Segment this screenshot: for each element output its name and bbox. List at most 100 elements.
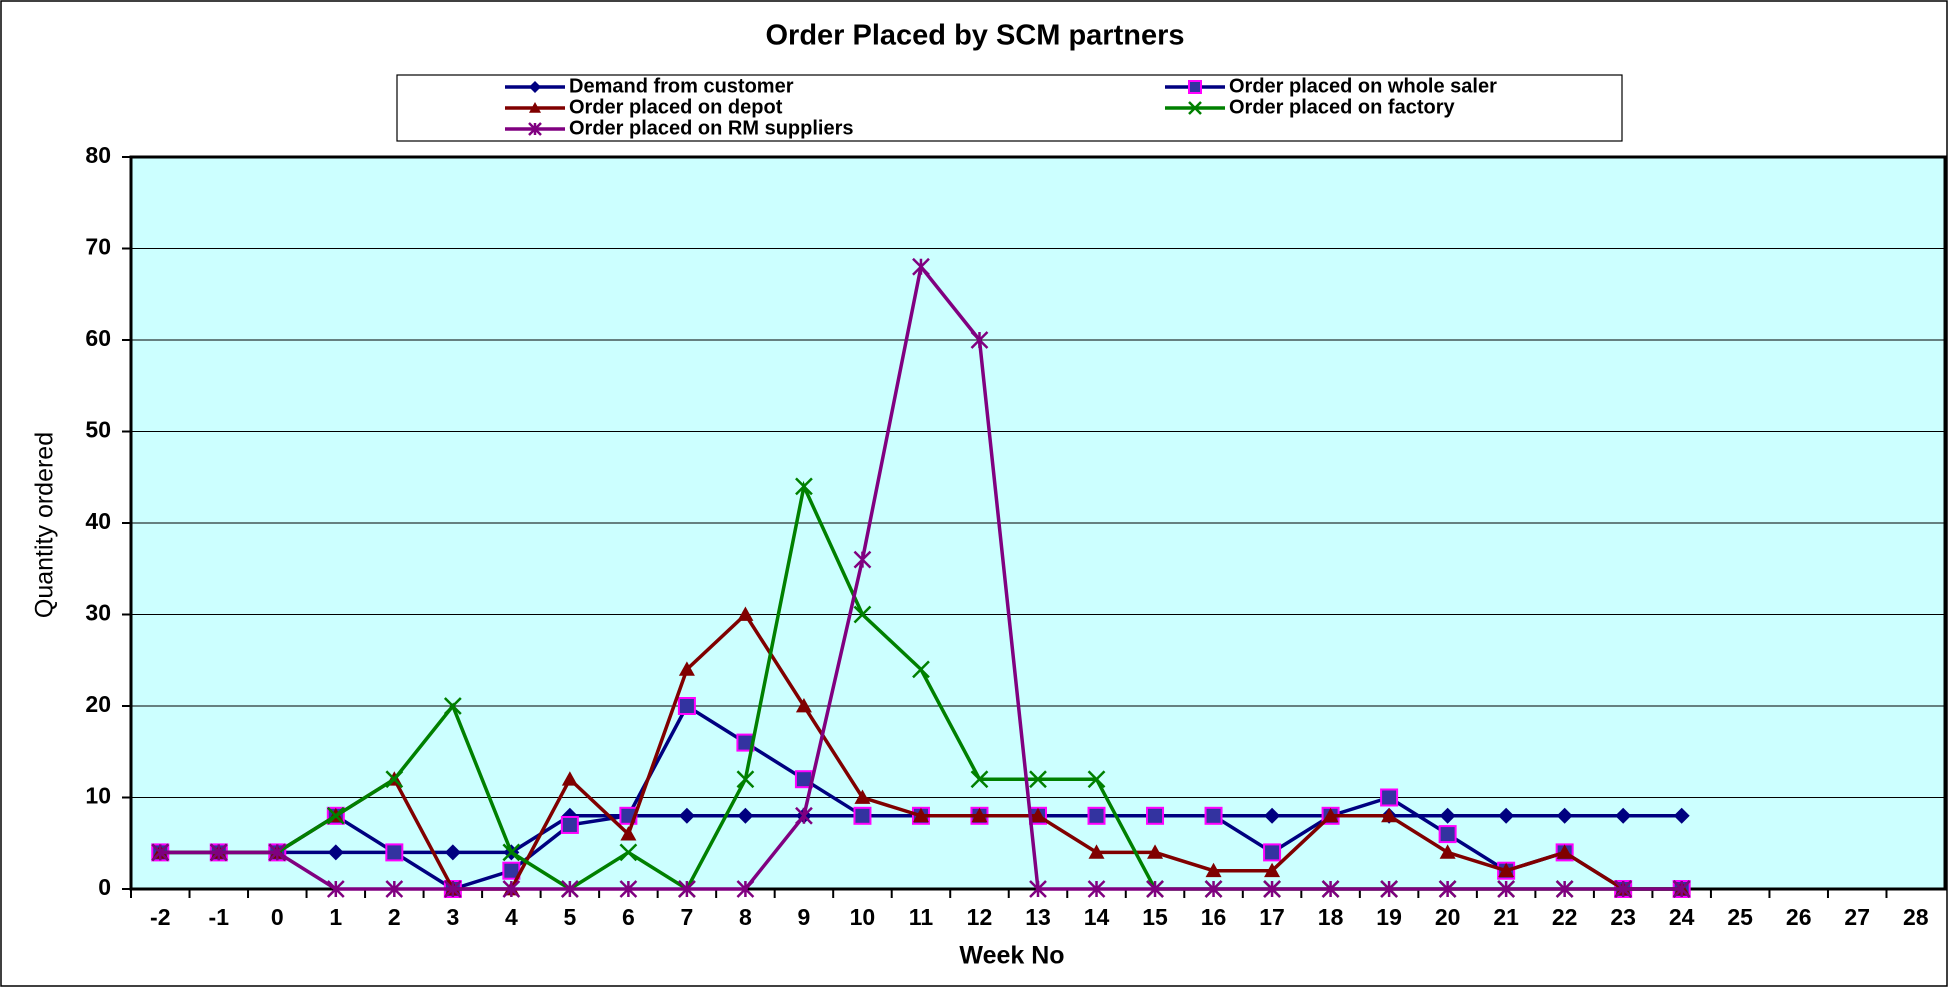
marker — [678, 807, 695, 824]
marker — [268, 843, 287, 862]
marker — [1146, 806, 1165, 825]
marker — [1498, 862, 1515, 878]
marker — [151, 843, 170, 862]
marker — [1029, 770, 1047, 789]
x-tick-label: 14 — [1084, 904, 1110, 930]
marker — [1614, 880, 1633, 898]
y-axis-label: Quantity ordered — [31, 432, 59, 618]
marker — [736, 880, 755, 898]
y-tick-label: 20 — [85, 691, 111, 717]
marker — [561, 771, 578, 786]
marker — [1556, 844, 1573, 859]
marker — [795, 698, 812, 713]
marker — [1147, 844, 1164, 859]
marker — [1030, 807, 1046, 823]
marker — [1087, 806, 1106, 825]
marker — [528, 122, 542, 136]
x-tick-label: 9 — [798, 904, 811, 930]
marker — [1087, 880, 1106, 898]
marker — [327, 844, 344, 861]
x-tick-label: 28 — [1903, 904, 1929, 930]
marker — [1322, 807, 1339, 823]
marker — [795, 806, 813, 825]
marker — [912, 257, 930, 276]
marker — [1381, 807, 1398, 823]
x-tick-label: 17 — [1259, 904, 1285, 930]
marker — [677, 697, 696, 715]
marker — [1188, 80, 1202, 94]
x-tick-label: 22 — [1552, 904, 1578, 930]
marker — [1205, 862, 1222, 878]
marker — [1498, 807, 1515, 824]
marker — [385, 880, 404, 898]
chart-title: Order Placed by SCM partners — [765, 20, 1184, 52]
marker — [1321, 880, 1340, 898]
marker — [529, 81, 541, 93]
x-tick-label: 11 — [909, 904, 934, 930]
x-tick-label: 1 — [329, 904, 342, 930]
marker — [1555, 880, 1574, 898]
x-tick-label: 15 — [1142, 904, 1168, 930]
legend — [396, 74, 1623, 142]
marker — [971, 807, 988, 823]
marker — [502, 880, 521, 898]
y-tick-label: 30 — [85, 600, 111, 626]
y-tick-label: 40 — [85, 508, 111, 534]
marker — [385, 770, 404, 789]
x-tick-label: 5 — [563, 904, 576, 930]
marker — [560, 815, 579, 834]
x-tick-label: 18 — [1318, 904, 1344, 930]
marker — [1380, 880, 1398, 898]
marker — [620, 826, 637, 841]
marker — [678, 880, 696, 898]
marker — [1146, 880, 1164, 898]
x-tick-label: 6 — [622, 904, 635, 930]
marker — [1088, 844, 1105, 859]
x-tick-label: -1 — [209, 904, 230, 930]
marker — [912, 660, 930, 679]
marker — [619, 843, 638, 862]
x-tick-label: 25 — [1727, 904, 1753, 930]
marker — [1556, 807, 1573, 824]
marker — [1087, 770, 1106, 789]
y-tick-label: 10 — [85, 783, 111, 809]
marker — [970, 770, 989, 789]
marker — [795, 477, 813, 496]
marker — [853, 806, 872, 825]
marker — [1673, 807, 1690, 824]
x-tick-label: -2 — [150, 904, 170, 930]
marker — [326, 806, 345, 825]
marker — [678, 661, 695, 676]
x-tick-label: 13 — [1025, 904, 1051, 930]
marker — [1204, 880, 1223, 898]
x-tick-label: 2 — [388, 904, 401, 930]
y-tick-label: 80 — [85, 142, 111, 168]
marker — [1672, 880, 1691, 898]
marker — [326, 880, 345, 898]
x-tick-label: 20 — [1435, 904, 1461, 930]
marker — [443, 697, 462, 715]
marker — [1264, 807, 1281, 824]
legend-label: Order placed on whole saler — [1229, 75, 1497, 97]
marker — [619, 880, 638, 898]
marker — [854, 789, 871, 804]
x-tick-label: 19 — [1376, 904, 1402, 930]
marker — [1439, 844, 1456, 859]
y-tick-label: 50 — [85, 417, 111, 443]
marker — [1497, 880, 1516, 898]
x-tick-label: 7 — [681, 904, 694, 930]
marker — [385, 843, 404, 862]
x-tick-label: 24 — [1669, 904, 1695, 930]
x-tick-label: 26 — [1786, 904, 1812, 930]
x-axis-label: Week No — [959, 942, 1064, 970]
legend-label: Demand from customer — [569, 75, 794, 97]
marker — [736, 770, 755, 789]
marker — [209, 843, 228, 862]
x-tick-label: 0 — [271, 904, 284, 930]
marker — [1439, 807, 1456, 824]
marker — [1029, 880, 1047, 898]
y-tick-label: 60 — [85, 325, 111, 351]
x-tick-label: 12 — [967, 904, 993, 930]
marker — [1263, 880, 1281, 898]
